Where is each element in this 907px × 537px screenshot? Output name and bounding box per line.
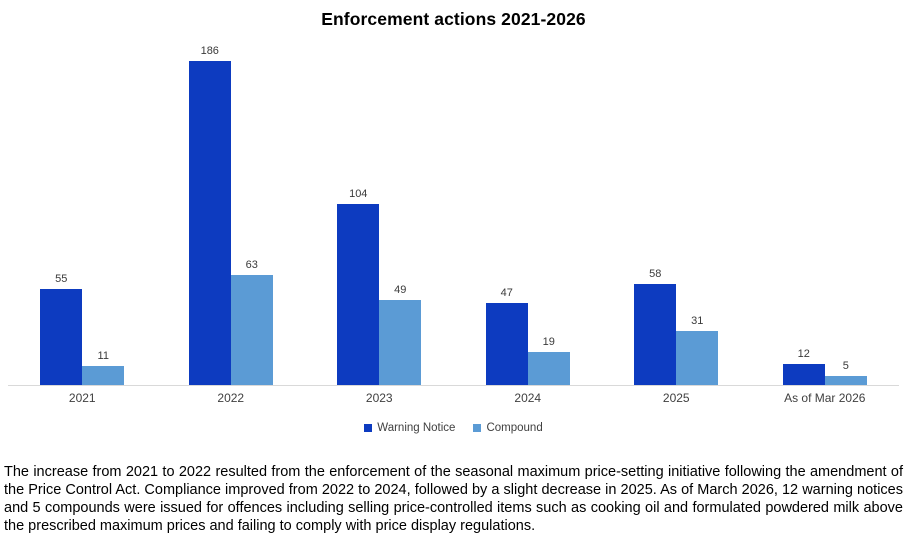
bar-value-label: 31: [691, 315, 704, 328]
bar-group-2022: 186 63: [157, 45, 306, 385]
bar-warning-notice: 58: [634, 268, 677, 385]
category-label-2025: 2025: [662, 391, 690, 405]
category-axis: 2021 2022 2023 2024 2025 As of Mar 2026: [8, 386, 899, 406]
bar-value-label: 49: [394, 283, 407, 296]
bar-warning-notice: 12: [782, 348, 825, 385]
bar-group-2023: 104 49: [305, 188, 454, 385]
bar-value-label: 63: [245, 259, 258, 272]
legend-swatch-icon: [473, 423, 482, 432]
category-label-2024: 2024: [514, 391, 542, 405]
bar-value-label: 5: [842, 360, 849, 373]
bar-value-label: 186: [200, 45, 219, 58]
bar-value-label: 11: [97, 349, 109, 362]
chart-title: Enforcement actions 2021-2026: [321, 9, 586, 29]
caption-text: The increase from 2021 to 2022 resulted …: [4, 464, 903, 534]
plot-area: 55 11 186 63 104 49 47 19 58 31 12 5: [8, 37, 899, 386]
legend-item-warning-notice: Warning Notice: [364, 422, 455, 434]
bar-value-label: 104: [349, 188, 368, 200]
bar-group-2024: 47 19: [454, 287, 603, 385]
category-label-2021: 2021: [68, 391, 96, 405]
legend: Warning Notice Compound: [0, 420, 907, 435]
bar-compound: 19: [527, 336, 570, 385]
bar-warning-notice: 104: [337, 188, 380, 385]
legend-item-compound: Compound: [473, 421, 543, 434]
bar-value-label: 12: [797, 348, 810, 361]
bar-value-label: 55: [55, 273, 68, 286]
legend-label: Warning Notice: [377, 421, 456, 434]
bar-warning-notice: 186: [188, 45, 231, 385]
chart-header: Enforcement actions 2021-2026: [0, 0, 907, 37]
bar-value-label: 58: [649, 268, 662, 281]
bar-value-label: 19: [542, 335, 555, 348]
bar-group-2021: 55 11: [8, 273, 157, 385]
bar-warning-notice: 55: [40, 273, 83, 385]
bar-compound: 5: [824, 360, 867, 385]
legend-swatch-icon: [364, 423, 373, 432]
bar-compound: 63: [230, 259, 273, 385]
bar-compound: 11: [82, 350, 125, 385]
bar-compound: 49: [379, 284, 422, 385]
bar-warning-notice: 47: [485, 287, 528, 385]
category-label-as-of-mar-2026: As of Mar 2026: [784, 391, 866, 405]
category-label-2022: 2022: [217, 391, 245, 405]
bar-group-2025: 58 31: [602, 268, 751, 385]
bar-compound: 31: [676, 315, 719, 385]
bar-group-as-of-mar-2026: 12 5: [751, 348, 900, 385]
bar-value-label: 47: [500, 287, 513, 300]
category-label-2023: 2023: [365, 391, 393, 405]
legend-label: Compound: [486, 421, 543, 434]
